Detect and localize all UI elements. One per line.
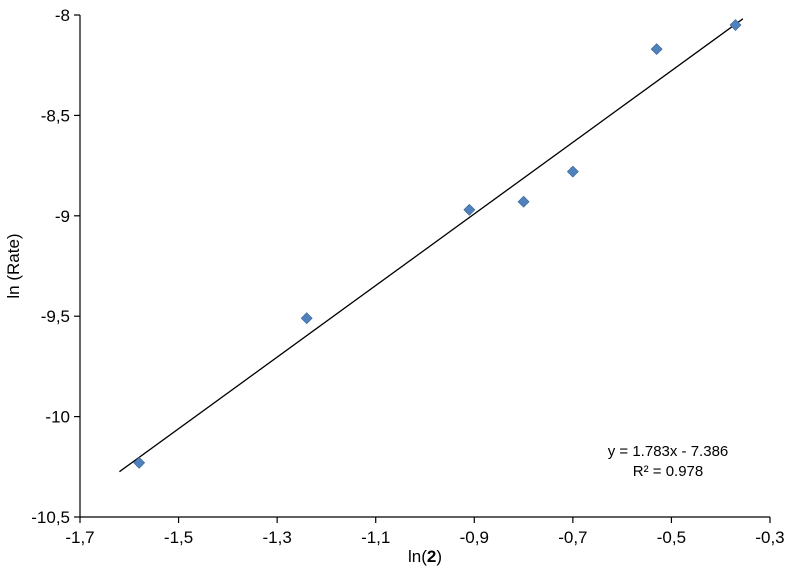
x-tick-label: -1,3: [262, 528, 291, 547]
y-tick-label: -8,5: [41, 106, 70, 125]
x-tick-label: -1,1: [361, 528, 390, 547]
x-axis-title-prefix: ln(: [407, 547, 427, 566]
x-axis-title-suffix: ): [436, 547, 443, 566]
data-point: [517, 195, 530, 208]
y-axis-title-text: ln (Rate): [4, 233, 23, 299]
data-point: [133, 456, 146, 469]
y-axis-title: ln (Rate): [4, 233, 24, 298]
x-axis-title-bold: 2: [426, 547, 437, 566]
y-tick-label: -9: [55, 207, 70, 226]
data-point: [650, 43, 663, 56]
data-point: [463, 203, 476, 216]
x-tick-label: -0,3: [755, 528, 784, 547]
y-tick-label: -10,5: [31, 508, 70, 527]
x-tick-label: -1,5: [164, 528, 193, 547]
trendline: [119, 18, 744, 473]
y-tick-label: -10: [45, 408, 70, 427]
data-point: [729, 19, 742, 31]
x-axis-title: ln(2): [408, 547, 442, 567]
r-squared-label: R² = 0.978: [632, 463, 704, 481]
x-tick-label: -0,7: [558, 528, 587, 547]
y-tick-label: -8: [55, 6, 70, 25]
x-tick-label: -0,9: [460, 528, 489, 547]
y-tick-label: -9,5: [41, 307, 70, 326]
x-tick-label: -1,7: [65, 528, 94, 547]
x-tick-label: -0,5: [657, 528, 686, 547]
data-point: [566, 165, 579, 178]
data-point: [300, 312, 313, 325]
trendline-annotation: y = 1.783x - 7.386 R² = 0.978: [568, 442, 768, 483]
trendline-equation: y = 1.783x - 7.386: [607, 443, 729, 460]
